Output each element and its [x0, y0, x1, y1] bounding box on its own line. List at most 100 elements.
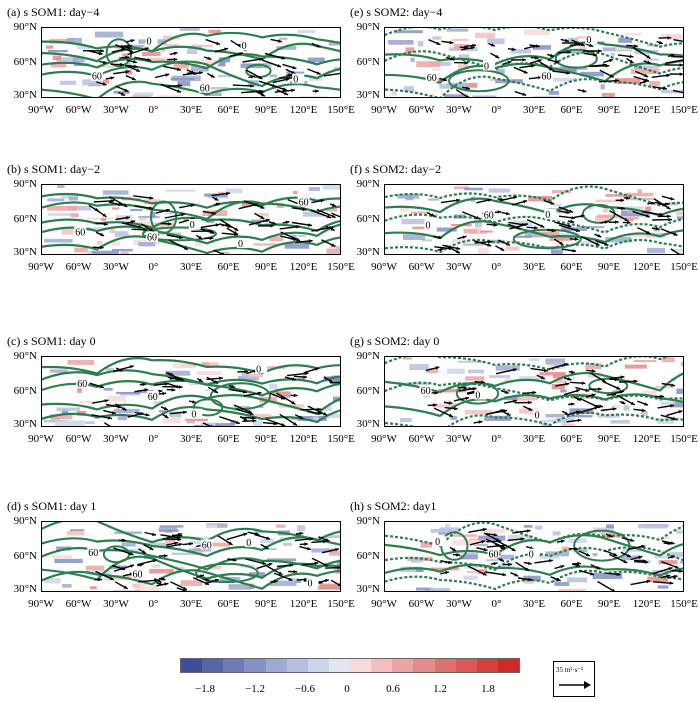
anomaly-shading [475, 226, 482, 232]
anomaly-shading [299, 96, 328, 97]
contour-label-bg [188, 219, 201, 229]
panel-title: (d) s SOM1: day 1 [7, 499, 97, 513]
longitude-label: 150°E [327, 598, 355, 610]
anomaly-shading [311, 548, 335, 553]
flux-arrow [96, 81, 107, 86]
longitude-label: 30°E [179, 261, 203, 273]
colorbar-tick-label: −1.8 [195, 683, 215, 695]
latitude-label: 30°N [356, 246, 380, 258]
anomaly-shading [618, 37, 633, 43]
anomaly-shading [550, 249, 563, 254]
anomaly-shading [458, 54, 470, 59]
anomaly-shading [394, 30, 423, 34]
colorbar-cell [202, 659, 224, 672]
contour-loop [209, 382, 271, 411]
anomaly-shading [660, 401, 675, 406]
anomaly-shading [481, 528, 505, 534]
flux-arrow [476, 547, 488, 552]
longitude-label: 90°W [371, 433, 397, 445]
flux-arrow [618, 379, 638, 383]
contour-label-bg [487, 548, 500, 559]
longitude-label: 30°E [522, 261, 546, 273]
flux-arrow [325, 225, 336, 232]
map-panel: 60 60 0 0 60 [41, 184, 341, 255]
anomaly-shading [336, 246, 340, 252]
anomaly-shading [112, 241, 121, 246]
flux-arrow [284, 376, 297, 381]
latitude-label: 90°N [13, 178, 37, 190]
flux-arrow [131, 227, 148, 232]
flux-arrow [632, 210, 650, 218]
flux-arrow [323, 72, 340, 77]
longitude-label: 30°E [522, 104, 546, 116]
map-plot: 0 60 0 [385, 522, 683, 591]
flux-arrow [200, 228, 215, 234]
anomaly-shading [519, 408, 539, 414]
flux-arrow [585, 393, 596, 398]
longitude-label: 120°E [289, 104, 318, 116]
flux-arrow [528, 76, 542, 80]
contour-label-bg [292, 73, 305, 84]
contour-line [42, 569, 340, 590]
anomaly-shading [473, 543, 488, 547]
flux-arrow [485, 571, 507, 577]
longitude-label: 150°E [670, 104, 698, 116]
longitude-label: 30°E [179, 433, 203, 445]
flux-arrow [580, 235, 600, 247]
colorbar [180, 658, 520, 673]
flux-arrow [243, 391, 262, 397]
anomaly-shading [400, 205, 409, 212]
anomaly-shading [68, 38, 82, 44]
map-plot: 60 0 0 [385, 357, 683, 426]
flux-arrow [286, 73, 293, 77]
anomaly-shading [263, 547, 278, 551]
anomaly-shading [579, 46, 587, 52]
flux-arrow [193, 577, 210, 586]
flux-arrow [586, 369, 596, 373]
longitude-label: 0° [491, 261, 502, 273]
anomaly-shading [676, 388, 683, 394]
flux-arrow [144, 531, 157, 536]
anomaly-shading [201, 362, 210, 367]
flux-arrow [497, 239, 511, 246]
flux-arrow [206, 72, 215, 79]
contour-label: 60 [202, 540, 212, 551]
flux-arrow [118, 91, 126, 97]
flux-arrow [160, 222, 172, 226]
flux-arrow [242, 57, 264, 63]
anomaly-shading [457, 550, 478, 555]
anomaly-shading [403, 357, 412, 360]
contour-loop [588, 377, 629, 395]
anomaly-shading [657, 585, 669, 589]
anomaly-shading [112, 590, 141, 591]
flux-arrow [188, 400, 197, 404]
anomaly-shading [297, 525, 305, 532]
anomaly-shading [573, 548, 588, 553]
contour-line [385, 213, 683, 234]
anomaly-shading [554, 582, 570, 586]
flux-arrow [307, 410, 322, 415]
flux-arrow [496, 539, 516, 552]
flux-arrow [600, 407, 617, 412]
anomaly-shading [661, 357, 675, 363]
anomaly-shading [410, 57, 415, 62]
flux-arrow [514, 400, 532, 405]
flux-arrow [242, 419, 257, 423]
anomaly-shading [106, 368, 115, 373]
anomaly-shading [162, 418, 181, 424]
flux-arrow [530, 367, 548, 373]
flux-arrow [310, 209, 332, 219]
anomaly-shading [120, 251, 129, 254]
contour-label: 0 [147, 37, 152, 48]
flux-arrow [99, 60, 107, 64]
flux-arrow [603, 58, 614, 64]
anomaly-shading [552, 531, 561, 536]
flux-arrow [617, 54, 634, 59]
contour-label: 0 [475, 391, 480, 402]
anomaly-shading [117, 416, 128, 421]
anomaly-shading [600, 255, 609, 256]
anomaly-shading [335, 570, 340, 574]
contour-label-bg [198, 82, 211, 93]
anomaly-shading [165, 189, 196, 192]
anomaly-shading [552, 374, 566, 379]
